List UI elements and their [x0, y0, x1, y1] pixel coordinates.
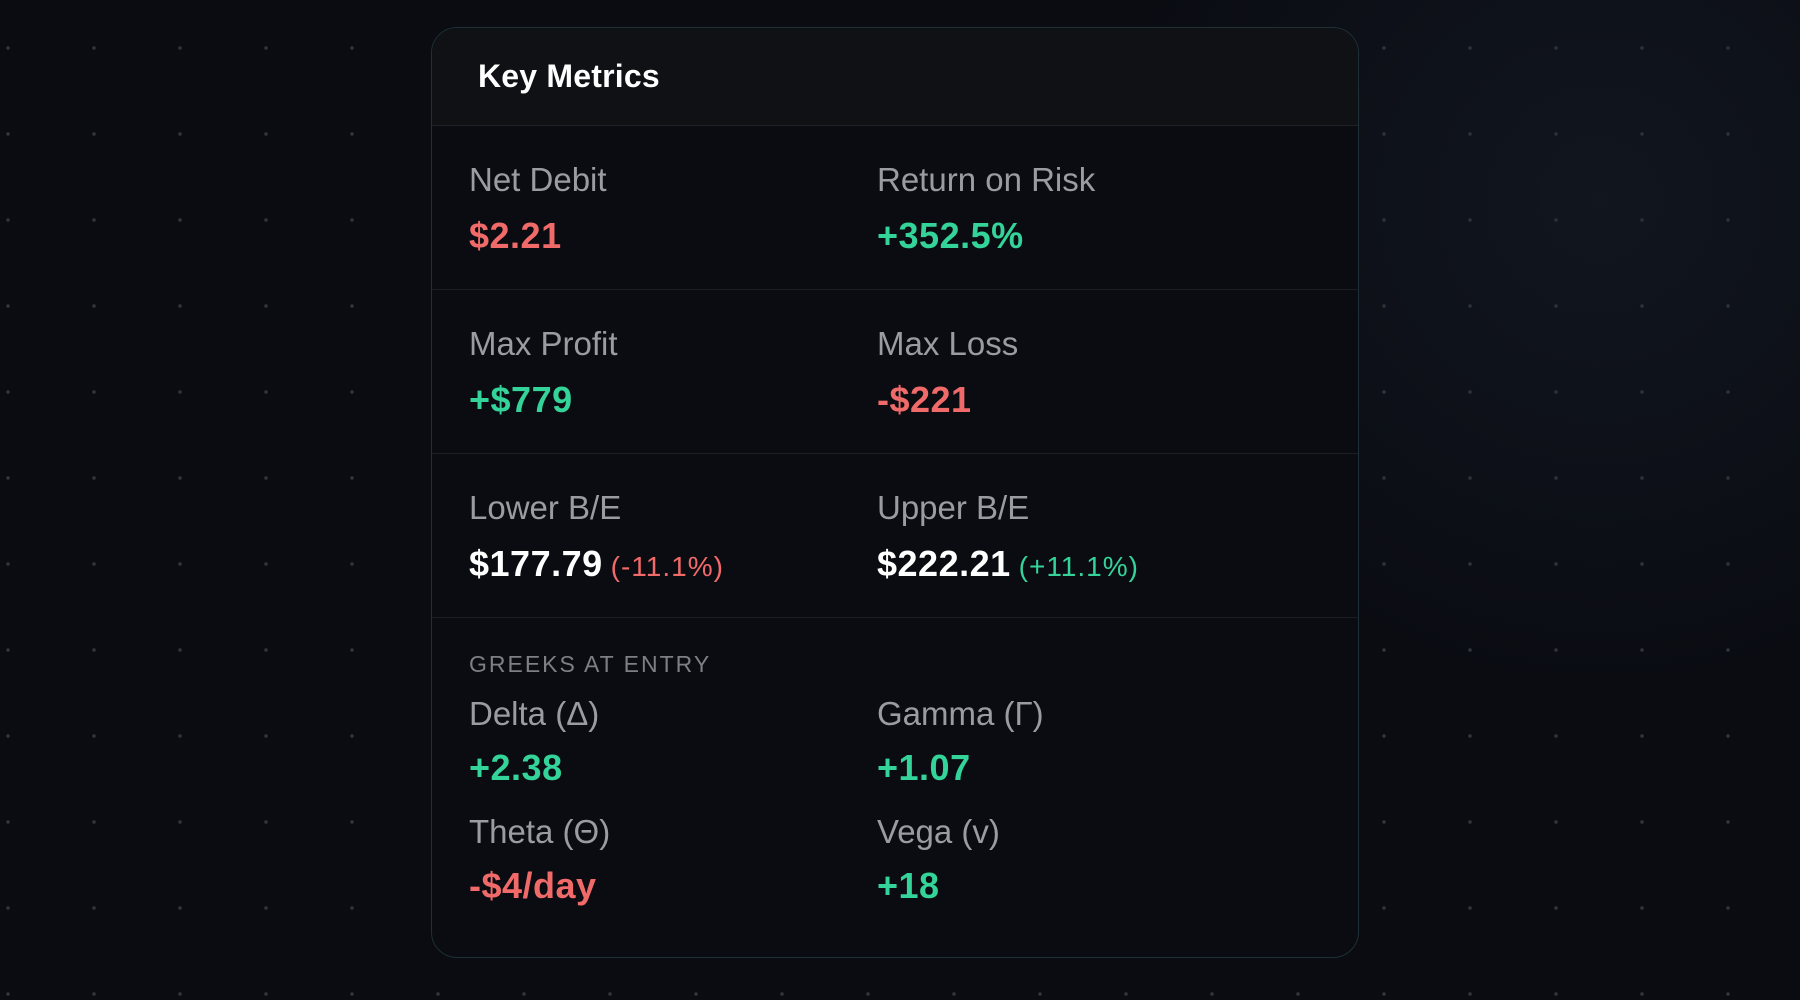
greek-delta: Delta (Δ) +2.38: [432, 694, 877, 790]
metric-label: Return on Risk: [877, 161, 1096, 198]
metric-value: $222.21: [877, 543, 1011, 584]
key-metrics-card: Key Metrics Net Debit $2.21 Return on Ri…: [431, 27, 1359, 958]
greek-gamma: Gamma (Γ) +1.07: [877, 694, 1322, 790]
greeks-row-theta-vega: Theta (Θ) -$4/day Vega (v) +18: [432, 812, 1358, 908]
metrics-row-debit-return: Net Debit $2.21 Return on Risk +352.5%: [432, 126, 1358, 290]
metrics-row-profit-loss: Max Profit +$779 Max Loss -$221: [432, 290, 1358, 454]
metric-label: Upper B/E: [877, 489, 1030, 526]
metric-value-group: $177.79 (-11.1%): [469, 542, 877, 589]
metric-value: $2.21: [469, 215, 562, 256]
greek-value: +18: [877, 865, 940, 906]
greek-label: Delta (Δ): [469, 695, 600, 732]
metric-change: (-11.1%): [610, 551, 724, 582]
greek-label: Theta (Θ): [469, 813, 611, 850]
greek-vega: Vega (v) +18: [877, 812, 1322, 908]
metric-label: Lower B/E: [469, 489, 622, 526]
metric-net-debit: Net Debit $2.21: [432, 160, 877, 289]
greek-theta: Theta (Θ) -$4/day: [432, 812, 877, 908]
metric-value-group: $222.21 (+11.1%): [877, 542, 1322, 589]
metric-max-profit: Max Profit +$779: [432, 324, 877, 453]
greeks-section: GREEKS AT ENTRY Delta (Δ) +2.38 Gamma (Γ…: [432, 618, 1358, 908]
greeks-row-delta-gamma: Delta (Δ) +2.38 Gamma (Γ) +1.07: [432, 694, 1358, 790]
metric-label: Net Debit: [469, 161, 607, 198]
greek-label: Vega (v): [877, 813, 1000, 850]
metric-value: -$221: [877, 379, 972, 420]
metric-value: +$779: [469, 379, 573, 420]
metric-upper-breakeven: Upper B/E $222.21 (+11.1%): [877, 488, 1322, 617]
greek-value: +1.07: [877, 747, 971, 788]
metrics-row-breakeven: Lower B/E $177.79 (-11.1%) Upper B/E $222…: [432, 454, 1358, 618]
greek-value: +2.38: [469, 747, 563, 788]
greek-value: -$4/day: [469, 865, 597, 906]
card-header: Key Metrics: [432, 28, 1358, 126]
metric-value: $177.79: [469, 543, 603, 584]
metric-change: (+11.1%): [1018, 551, 1139, 582]
metric-lower-breakeven: Lower B/E $177.79 (-11.1%): [432, 488, 877, 617]
metric-return-on-risk: Return on Risk +352.5%: [877, 160, 1322, 289]
metric-label: Max Profit: [469, 325, 618, 362]
greek-label: Gamma (Γ): [877, 695, 1044, 732]
metric-label: Max Loss: [877, 325, 1019, 362]
card-title: Key Metrics: [478, 58, 660, 94]
metric-max-loss: Max Loss -$221: [877, 324, 1322, 453]
metric-value: +352.5%: [877, 215, 1024, 256]
greeks-section-label: GREEKS AT ENTRY: [469, 651, 712, 677]
